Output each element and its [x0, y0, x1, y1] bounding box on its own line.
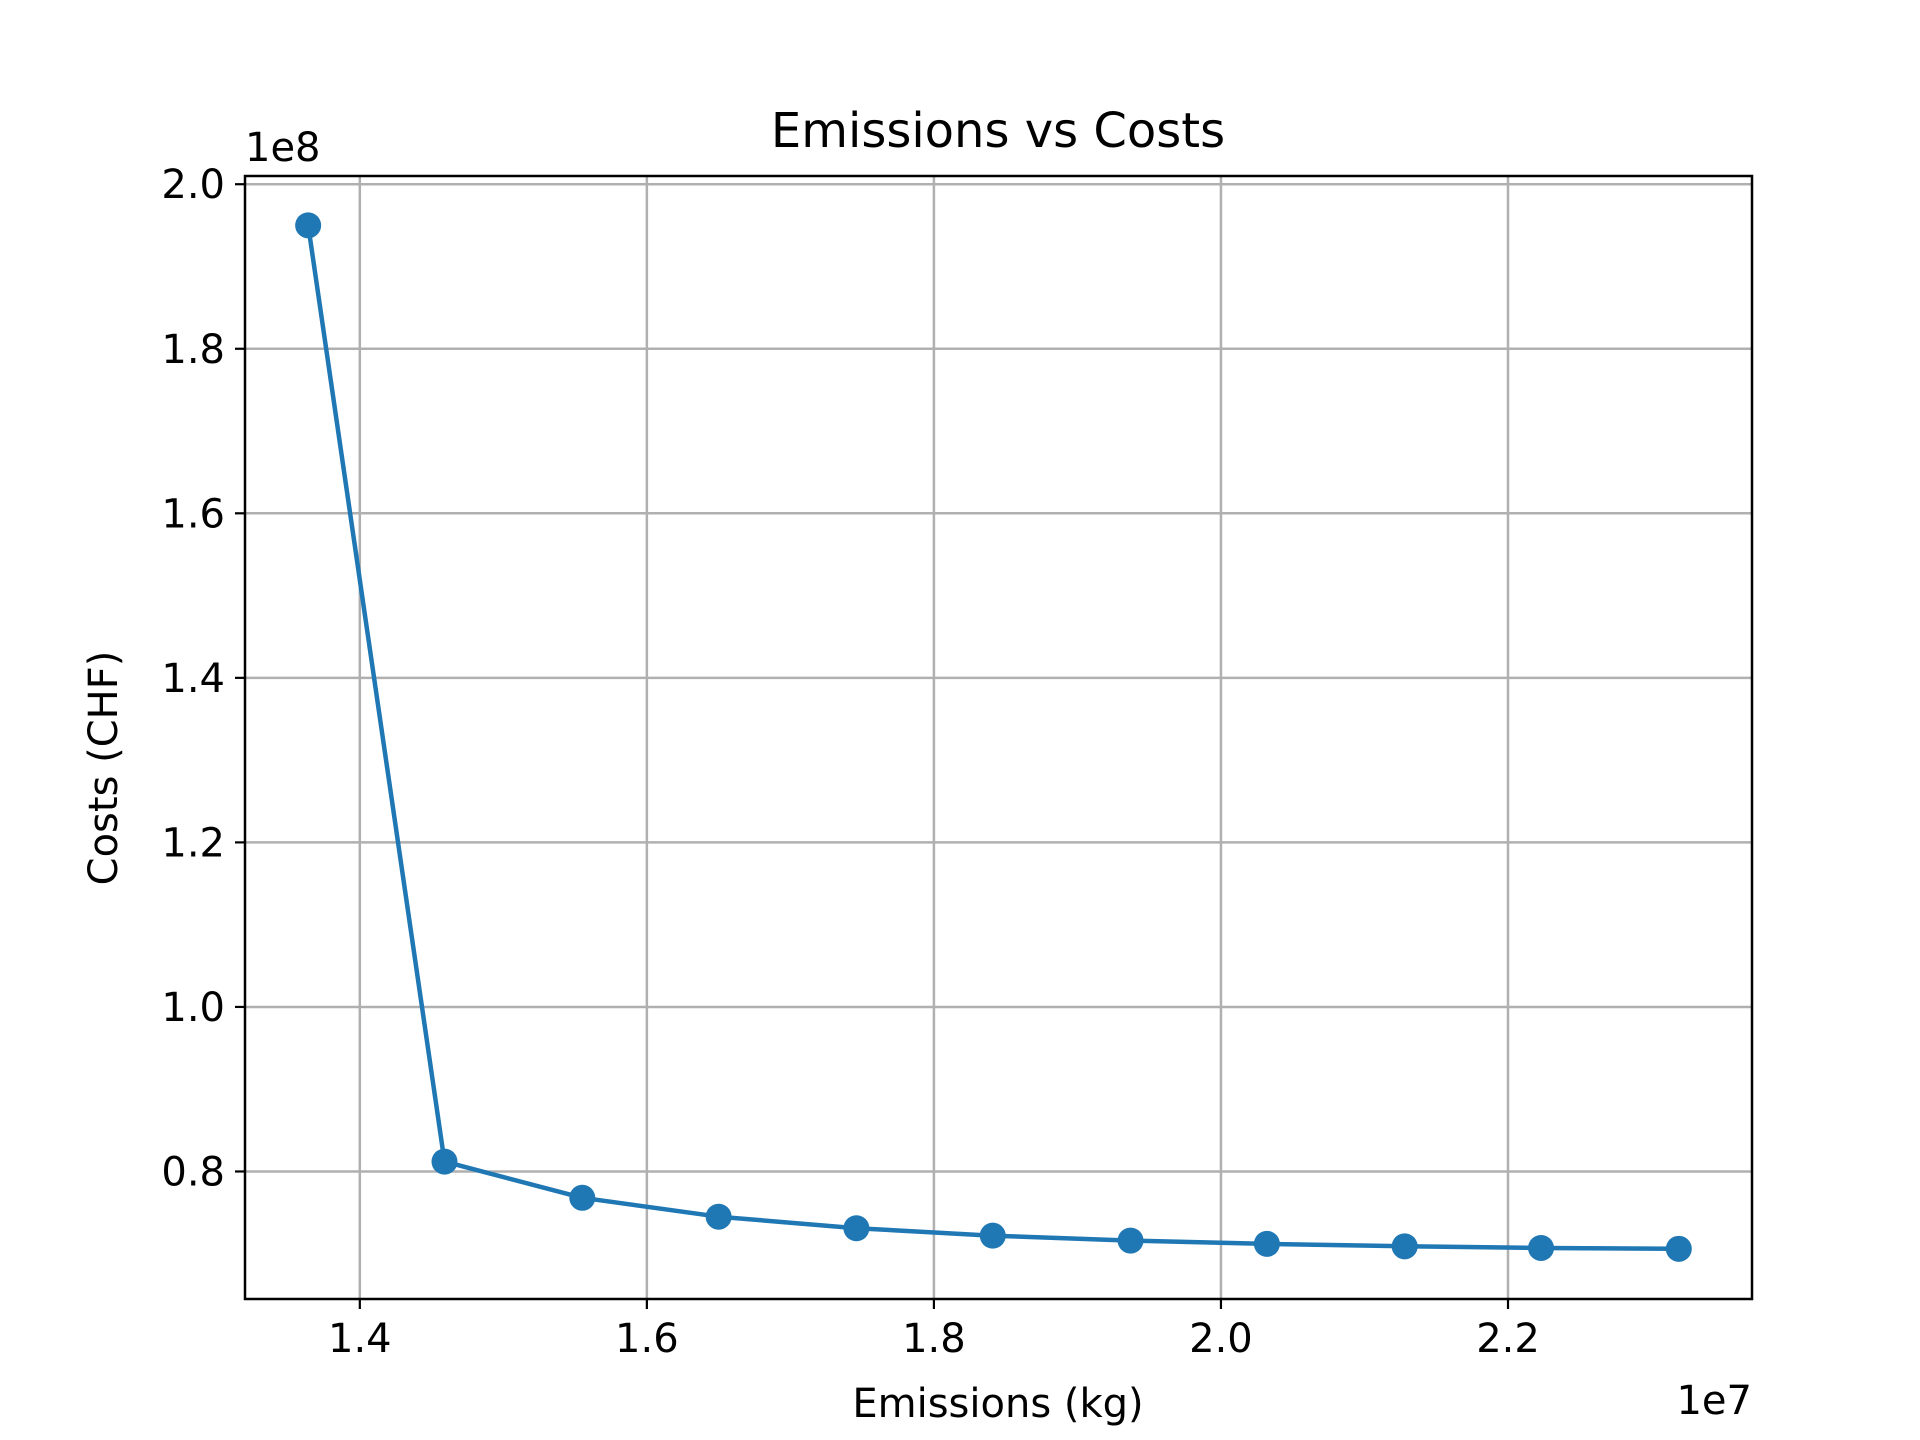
- y-tick-label: 1.6: [161, 491, 225, 537]
- chart-title: Emissions vs Costs: [771, 103, 1225, 159]
- data-point: [1665, 1235, 1692, 1262]
- data-point: [569, 1184, 596, 1211]
- y-tick-label: 0.8: [161, 1149, 225, 1195]
- y-axis-offset-label: 1e8: [245, 125, 321, 171]
- data-point: [431, 1148, 458, 1175]
- data-point: [1117, 1227, 1144, 1254]
- y-tick-label: 1.4: [161, 656, 225, 702]
- y-tick-label: 1.0: [161, 985, 225, 1031]
- data-point: [843, 1215, 870, 1242]
- data-point: [295, 212, 322, 239]
- series-layer: [295, 212, 1692, 1262]
- y-axis-label: Costs (CHF): [81, 651, 127, 886]
- x-tick-label: 2.0: [1189, 1316, 1253, 1362]
- x-tick-label: 1.6: [615, 1316, 679, 1362]
- data-point: [979, 1222, 1006, 1249]
- x-axis-offset-label: 1e7: [1676, 1378, 1752, 1424]
- x-tick-label: 1.8: [902, 1316, 966, 1362]
- y-tick-label: 2.0: [161, 162, 225, 208]
- data-point: [705, 1203, 732, 1230]
- x-tick-label: 2.2: [1476, 1316, 1540, 1362]
- series-line: [305, 225, 1679, 1252]
- y-tick-label: 1.8: [161, 327, 225, 373]
- ticks: 1.4 1.6 1.8 2.0 2.2 0.8 1.0 1.2 1.4 1.6 1.8 2.0: [161, 162, 1539, 1362]
- data-point: [1528, 1234, 1555, 1261]
- grid: [245, 176, 1752, 1299]
- x-axis-label: Emissions (kg): [852, 1381, 1143, 1427]
- data-point: [1391, 1233, 1418, 1260]
- y-tick-label: 1.2: [161, 820, 225, 866]
- x-tick-label: 1.4: [328, 1316, 392, 1362]
- data-point: [1253, 1230, 1280, 1257]
- plot-frame: [243, 174, 1754, 1301]
